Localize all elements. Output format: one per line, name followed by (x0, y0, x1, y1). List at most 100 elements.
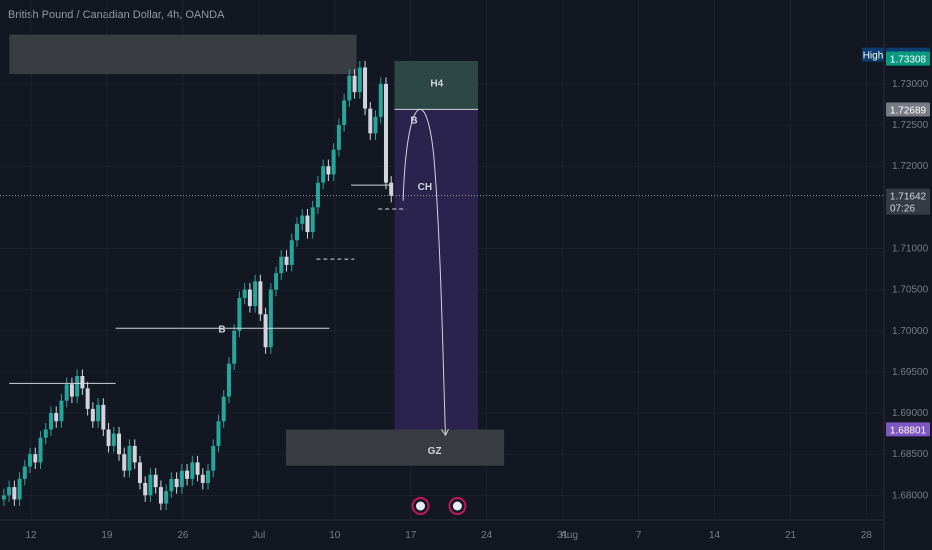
candle-body (352, 75, 357, 93)
candle-body (148, 474, 153, 496)
candle-body (247, 289, 252, 307)
y-tick-label: 1.69500 (892, 367, 929, 378)
candle-body (221, 396, 226, 422)
price-tag-bg (886, 102, 930, 117)
candle-body (38, 437, 43, 463)
x-tick-label: 7 (636, 530, 642, 541)
candle-body (321, 166, 326, 183)
y-tick-label: 1.68500 (892, 449, 929, 460)
candle-body (185, 470, 190, 479)
candle-body (111, 433, 116, 446)
x-tick-label: 17 (405, 530, 417, 541)
candle-body (289, 240, 294, 265)
y-tick-label: 1.68000 (892, 490, 929, 501)
candle-body (169, 478, 174, 492)
x-tick-label: Jul (252, 530, 265, 541)
x-tick-label: 12 (25, 530, 37, 541)
candle-body (17, 478, 22, 500)
x-tick-label: 21 (785, 530, 797, 541)
candle-body (106, 429, 111, 446)
candle-body (75, 376, 80, 397)
candle-body (305, 215, 310, 233)
candle-body (122, 454, 127, 471)
price-tag-level: 1.72689 (886, 102, 930, 117)
time-axis (0, 520, 932, 550)
x-tick-label: 31 (557, 530, 569, 541)
candle-body (101, 404, 106, 430)
candle-body (54, 413, 59, 422)
zone-rect-0 (9, 34, 357, 75)
x-tick-label: 14 (709, 530, 721, 541)
candle-body (143, 482, 148, 496)
zone-rect-3 (285, 429, 505, 466)
price-tag-label-bg (862, 47, 884, 62)
candle-body (284, 256, 289, 265)
candle-body (80, 376, 85, 389)
candle-body (117, 433, 122, 455)
candle-body (7, 487, 12, 496)
candle-body (179, 470, 184, 488)
candle-body (295, 223, 300, 241)
candle-body (33, 454, 38, 463)
price-tag-countdown: 07:26 (890, 204, 915, 215)
annotation-h4: H4 (430, 78, 443, 89)
candle-body (174, 478, 179, 488)
candle-body (153, 474, 158, 488)
candle-body (200, 474, 205, 483)
candle-body (279, 256, 284, 274)
candle-body (1, 495, 6, 500)
candle-body (253, 281, 258, 307)
chart-title: British Pound / Canadian Dollar, 4h, OAN… (8, 9, 225, 21)
candle-body (164, 491, 169, 504)
candle-body (132, 445, 137, 463)
price-tag-last: 1.73308 (886, 51, 930, 66)
x-tick-label: 24 (481, 530, 493, 541)
price-tag-bg (886, 422, 930, 437)
price-tag-value: 1.68801 (890, 425, 927, 436)
candle-body (357, 67, 362, 93)
candle-body (85, 388, 90, 409)
y-tick-label: 1.73000 (892, 79, 929, 90)
price-tag-value: 1.73308 (890, 55, 927, 66)
price-axis (884, 0, 932, 550)
candle-body (64, 384, 69, 401)
price-tag-bg (886, 188, 930, 215)
event-flag-icon-inner (416, 501, 426, 511)
candle-body (368, 108, 373, 134)
candle-body (69, 384, 74, 397)
candle-body (347, 75, 352, 101)
candle-body (211, 445, 216, 471)
candle-body (263, 314, 268, 348)
projection-curve (402, 109, 446, 436)
candle-body (342, 100, 347, 126)
price-tag-value: 1.72689 (890, 106, 927, 117)
candle-body (127, 445, 132, 471)
y-tick-label: 1.70000 (892, 326, 929, 337)
candle-body (315, 182, 320, 208)
candle-body (12, 487, 17, 500)
annotation-b: B (218, 324, 225, 335)
price-tag-label: High (863, 51, 884, 62)
x-tick-label: 19 (101, 530, 113, 541)
annotation-gz: GZ (428, 446, 442, 457)
candle-body (383, 83, 388, 183)
candle-body (206, 470, 211, 483)
candle-body (378, 83, 383, 117)
x-tick-label: 26 (177, 530, 189, 541)
candle-body (43, 429, 48, 438)
candle-body (137, 462, 142, 483)
y-tick-label: 1.71000 (892, 243, 929, 254)
candle-body (258, 281, 263, 315)
y-tick-label: 1.72500 (892, 120, 929, 131)
candle-body (336, 125, 341, 150)
candle-body (158, 487, 163, 504)
y-tick-label: 1.70500 (892, 285, 929, 296)
x-tick-label: 10 (329, 530, 341, 541)
candle-body (331, 149, 336, 175)
candle-body (242, 289, 247, 298)
candle-body (232, 330, 237, 364)
x-tick-label: Aug (560, 530, 578, 541)
